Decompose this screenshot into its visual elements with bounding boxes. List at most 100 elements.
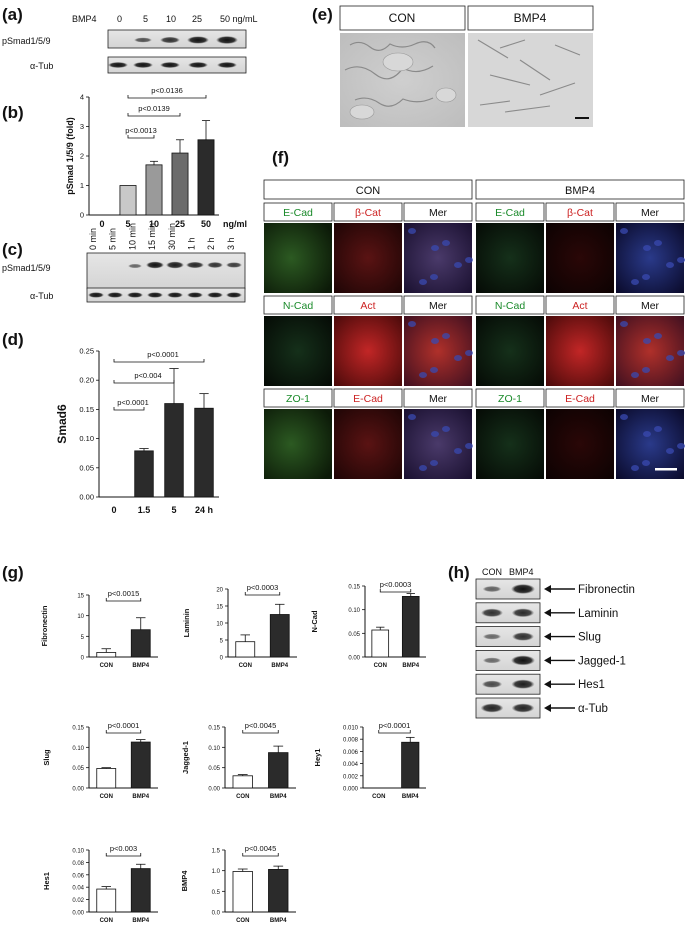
significance-bracket bbox=[127, 113, 181, 117]
panel-f-label: (f) bbox=[272, 148, 289, 167]
bar bbox=[194, 407, 214, 498]
blot-band bbox=[482, 585, 502, 593]
panel-c: (c) 0 min 5 min 10 min 15 min 30 min 1 h 2 h 3 … bbox=[2, 223, 246, 303]
y-axis-label: BMP4 bbox=[180, 870, 189, 892]
y-axis-label: Jagged-1 bbox=[181, 741, 190, 774]
x-tick-label: 0 bbox=[111, 505, 116, 515]
channel-header bbox=[475, 388, 545, 408]
nucleus bbox=[442, 333, 450, 339]
channel-label: E-Cad bbox=[353, 393, 383, 405]
time-label: 15 min bbox=[147, 223, 157, 250]
x-tick-label: BMP4 bbox=[402, 794, 419, 800]
western-blot-psmad bbox=[86, 252, 246, 290]
channel-header bbox=[615, 295, 685, 315]
nucleus bbox=[430, 367, 438, 373]
channel-header bbox=[263, 388, 333, 408]
panel-g-label: (g) bbox=[2, 563, 24, 582]
y-tick-label: 0.004 bbox=[343, 762, 359, 768]
significance-bracket bbox=[113, 380, 175, 384]
y-tick-label: 0 bbox=[220, 656, 224, 662]
p-value-label: p<0.0045 bbox=[245, 844, 277, 853]
blot-bands bbox=[108, 62, 237, 68]
panel-f: (f) CON BMP4 E-Cad β-Cat Mer E-Cad β-Cat Mer N… bbox=[263, 148, 685, 479]
blot-label: α-Tub bbox=[30, 291, 53, 301]
y-tick-label: 0.20 bbox=[79, 376, 94, 385]
y-tick-label: 0.002 bbox=[343, 774, 359, 780]
x-tick-label: CON bbox=[100, 794, 113, 800]
dose-label: 10 bbox=[166, 14, 176, 24]
channel-label: β-Cat bbox=[567, 207, 593, 219]
header-label: CON bbox=[389, 11, 416, 25]
bmp4-row-label: BMP4 bbox=[72, 14, 97, 24]
y-axis-label: N-Cad bbox=[310, 610, 319, 633]
fluorescence-image bbox=[264, 409, 332, 479]
panel-h: (h) CON BMP4 Fibronectin Laminin Slug Jagge… bbox=[448, 563, 635, 719]
blot-bands bbox=[88, 292, 242, 298]
arrow-icon bbox=[544, 680, 551, 689]
significance-bracket bbox=[113, 359, 205, 363]
bar bbox=[401, 596, 420, 658]
blot-band bbox=[481, 608, 503, 618]
p-value-label: p<0.003 bbox=[110, 844, 137, 853]
y-tick-label: 15 bbox=[216, 605, 223, 611]
channel-header bbox=[475, 202, 545, 222]
scale-bar bbox=[575, 117, 589, 119]
significance-bracket bbox=[242, 853, 279, 857]
fluorescence-image bbox=[616, 223, 684, 293]
nucleus bbox=[666, 355, 674, 361]
arrow-icon bbox=[544, 608, 551, 617]
panel-b-label: (b) bbox=[2, 103, 24, 122]
nucleus bbox=[431, 338, 439, 344]
panel-g: (g) 0 5 10 15 Fibronectin CON BMP4 p<0.0015 0 5 10… bbox=[2, 563, 426, 924]
x-tick-label: CON bbox=[100, 918, 113, 924]
y-tick-label: 0.05 bbox=[79, 463, 94, 472]
x-unit-label: ng/ml bbox=[223, 219, 247, 229]
x-tick-label: BMP4 bbox=[132, 663, 149, 669]
fluorescence-image bbox=[546, 223, 614, 293]
blot-band bbox=[481, 680, 503, 688]
x-tick-label: BMP4 bbox=[132, 794, 149, 800]
p-value-label: p<0.004 bbox=[134, 371, 161, 380]
dose-label: 25 bbox=[192, 14, 202, 24]
nucleus bbox=[631, 372, 639, 378]
phase-contrast-con bbox=[340, 33, 465, 127]
header-label: BMP4 bbox=[565, 185, 595, 197]
channel-label: Act bbox=[360, 300, 375, 312]
blot-bands bbox=[128, 261, 242, 269]
bar bbox=[268, 869, 289, 913]
nucleus bbox=[620, 414, 628, 420]
y-tick-label: 0.15 bbox=[348, 585, 360, 591]
x-tick-label: 1.5 bbox=[138, 505, 151, 515]
fluorescence-image bbox=[546, 409, 614, 479]
channel-label: Mer bbox=[641, 207, 660, 219]
bar bbox=[96, 888, 117, 913]
blot-label: Hes1 bbox=[578, 679, 605, 691]
channel-header bbox=[333, 388, 403, 408]
time-label: 1 h bbox=[187, 237, 197, 250]
p-value-label: p<0.0015 bbox=[108, 589, 140, 598]
dose-label: 50 ng/mL bbox=[220, 14, 258, 24]
y-tick-label: 0 bbox=[80, 211, 84, 220]
channel-label: Mer bbox=[429, 207, 448, 219]
nucleus bbox=[454, 262, 462, 268]
bar bbox=[232, 775, 253, 789]
blot-label: Fibronectin bbox=[578, 584, 635, 596]
nucleus bbox=[654, 426, 662, 432]
nucleus bbox=[408, 228, 416, 234]
arrow-icon bbox=[544, 656, 551, 665]
channel-header bbox=[403, 388, 473, 408]
x-tick-label: CON bbox=[100, 663, 113, 669]
nucleus bbox=[408, 321, 416, 327]
y-axis-label: Slug bbox=[42, 749, 51, 766]
nucleus bbox=[430, 274, 438, 280]
bar bbox=[197, 139, 215, 216]
y-axis-label: Hey1 bbox=[313, 749, 322, 767]
channel-label: Mer bbox=[641, 393, 660, 405]
x-tick-label: BMP4 bbox=[270, 918, 287, 924]
blot-strip bbox=[475, 673, 541, 695]
mini-chart-hey1: 0.000 0.002 0.004 0.006 0.008 0.010 Hey1 CON BMP… bbox=[313, 721, 426, 800]
blot-bands bbox=[134, 36, 238, 44]
bar bbox=[134, 450, 154, 498]
bar bbox=[401, 741, 420, 789]
fluorescence-image bbox=[476, 409, 544, 479]
